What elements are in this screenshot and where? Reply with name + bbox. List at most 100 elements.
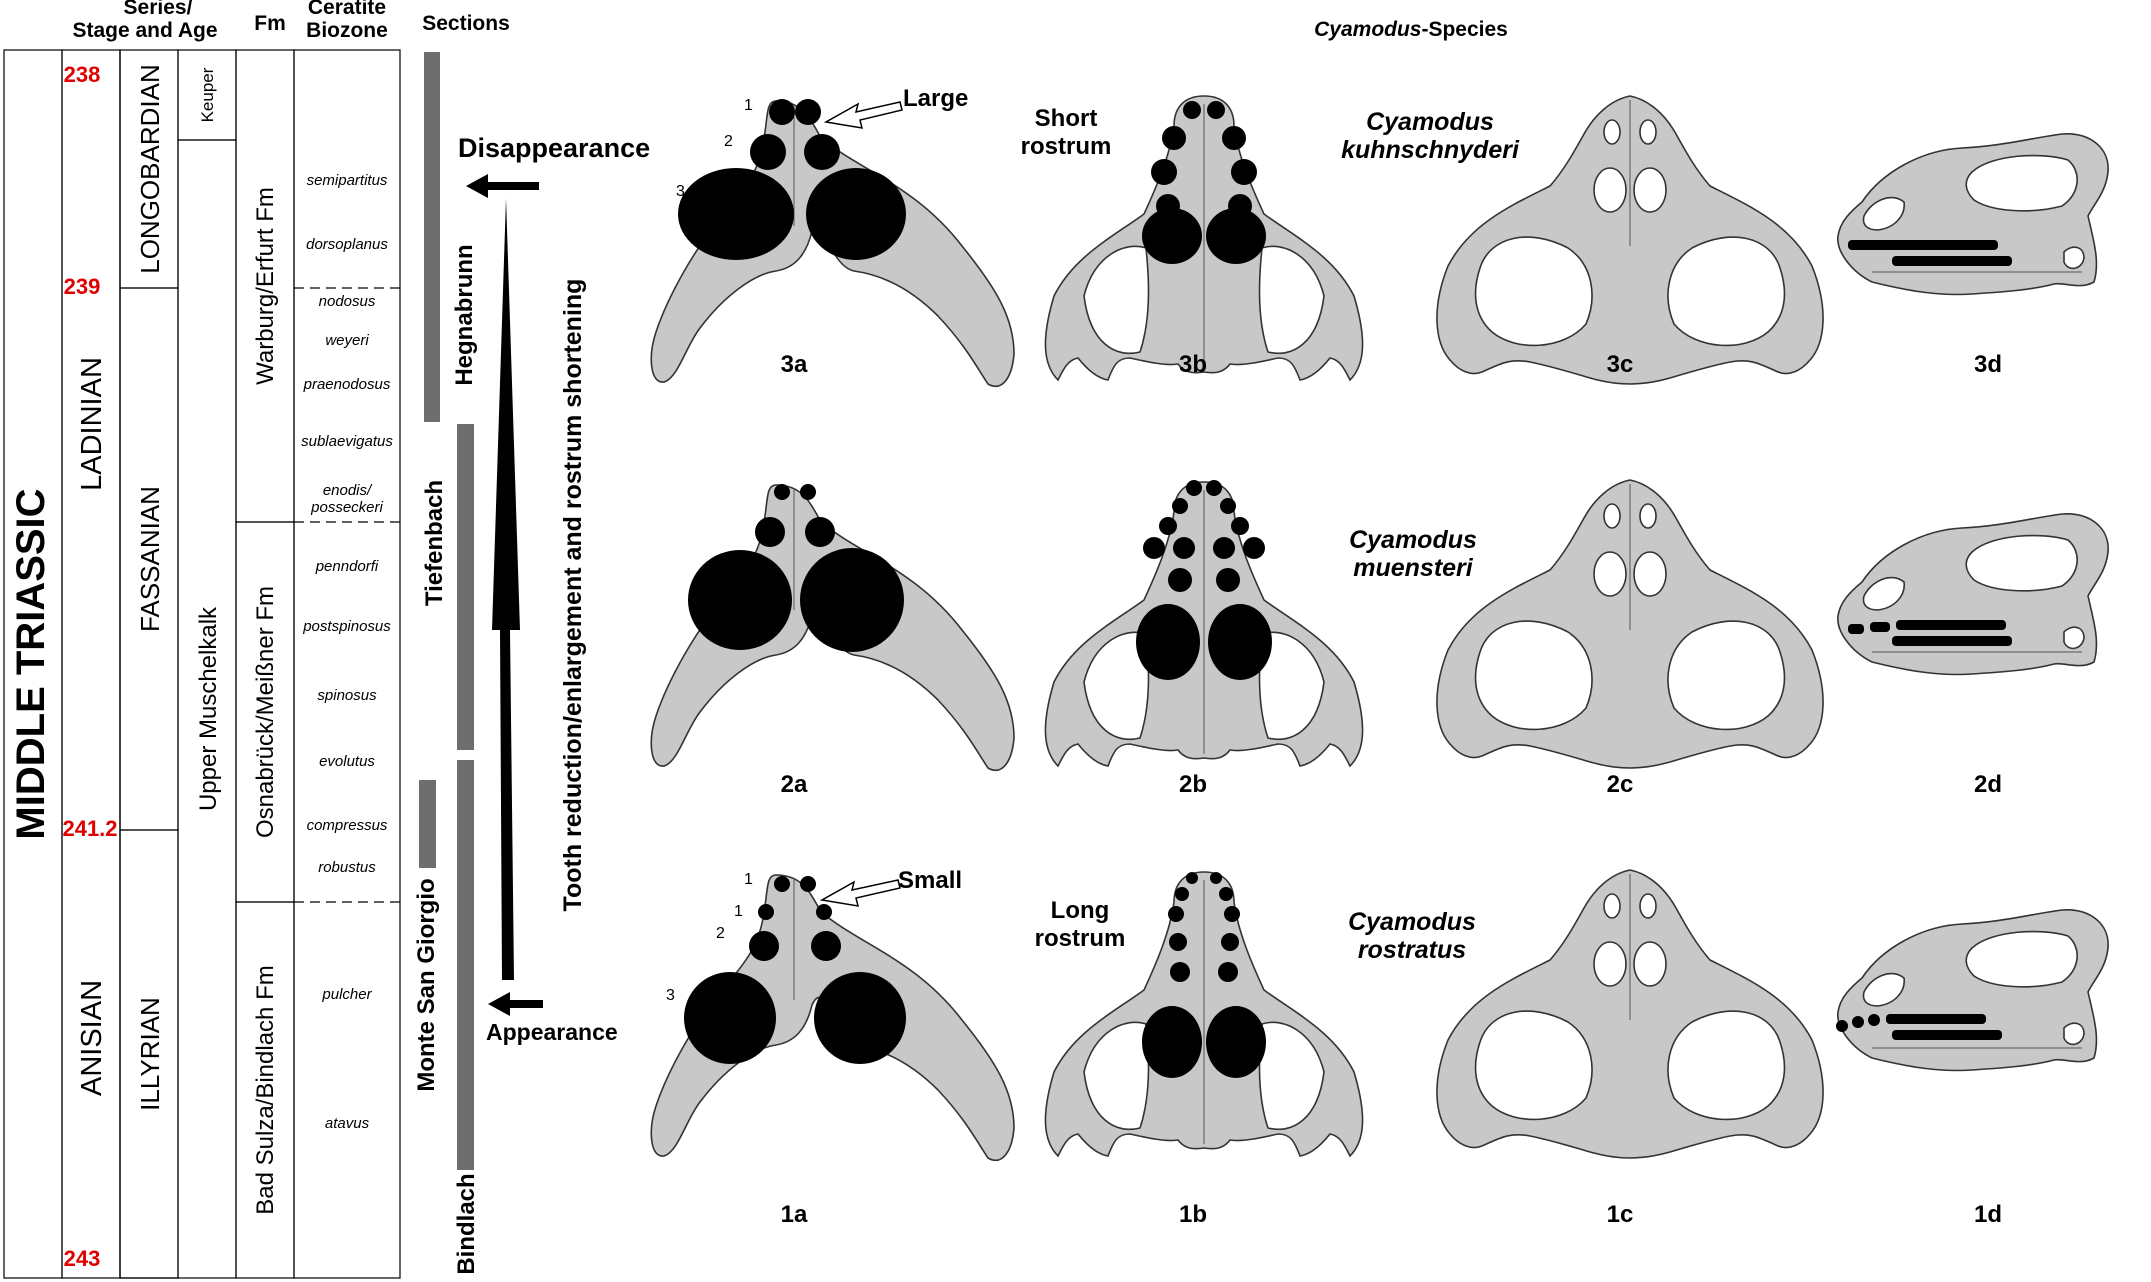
biozone-labels: semipartitus dorsoplanus nodosus weyeri … [301,172,393,1132]
tooth-2d-b [1870,622,1890,632]
tooth-2b-h [1243,537,1265,559]
panel-label-2d: 2d [1974,771,2002,798]
tooth-numbers: 1 2 3 1 1 2 3 [666,97,753,1004]
tooth-3a-3L [678,168,794,260]
biozone-penndorfi: penndorfi [315,558,379,575]
series-label: MIDDLE TRIASSIC [9,488,53,839]
panel-labels: 3a 3b 3c 3d 2a 2b 2c 2d 1a 1b 1c 1d [781,351,2002,1228]
tooth-row-1d-upper [1886,1014,1986,1024]
tooth-1a-e [749,931,779,961]
age-238: 238 [64,62,101,87]
panel-2c [1436,479,1824,769]
tooth-2b-n [1208,604,1272,680]
panel-2d [1837,513,2109,676]
stratigraphic-table [3,49,401,1279]
tooth-1a-f [811,931,841,961]
trend-label: Tooth reduction/enlargement and rostrum … [559,279,587,912]
tooth-2a-f [800,548,904,652]
row-1 [650,869,2109,1162]
trend-wedge-icon [492,198,520,980]
section-tiefenbach: Tiefenbach [421,480,448,606]
tooth-2a-e [688,550,792,650]
substage-illyrian: ILLYRIAN [135,997,165,1111]
row-3 [650,95,2109,388]
long-rostrum-line1: Long [1051,897,1110,924]
tooth-1a-c [758,904,774,920]
tooth-2b-l [1216,568,1240,592]
panel-2a [650,484,1015,772]
tooth-2b-d [1220,498,1236,514]
tooth-2a-a [774,484,790,500]
disappearance-arrow-icon [466,174,539,198]
biozone-sublaevigatus: sublaevigatus [301,433,393,450]
section-ranges [419,52,474,1170]
section-bindlach: Bindlach [453,1173,480,1274]
short-rostrum-line1: Short [1035,105,1098,132]
biozone-dorsoplanus: dorsoplanus [306,236,388,253]
tooth-1b-f [1224,906,1240,922]
biozone-semipartitus: semipartitus [307,172,388,189]
tooth-1d-c [1868,1014,1880,1026]
tooth-3b-f [1231,159,1257,185]
species-2-genus: Cyamodus [1349,526,1477,554]
trend-arrow [466,174,543,1016]
appearance-label: Appearance [486,1019,618,1045]
biozone-column [293,49,401,1279]
large-arrow-icon [823,101,903,129]
header-fm: Fm [254,12,286,35]
tooth-number-top-1: 1 [744,97,753,114]
species-2-epithet: muensteri [1353,554,1474,582]
panel-2b [1044,480,1364,767]
tooth-row-2d-lower [1892,636,2012,646]
biozone-spinosus: spinosus [317,687,377,704]
tooth-3b-d [1222,126,1246,150]
age-241-2: 241.2 [62,816,117,841]
tooth-2a-b [800,484,816,500]
biozone-posseckeri: posseckeri [310,499,383,516]
tooth-3a-1L [769,99,795,125]
tooth-1a-b [800,876,816,892]
section-hegnabrunn: Hegnabrunn [451,244,478,385]
range-bar-bindlach [457,760,474,1170]
biozone-pulcher: pulcher [321,986,372,1003]
panel-3a [650,99,1015,388]
header-sections: Sections [422,12,510,35]
panel-label-1c: 1c [1607,1201,1634,1228]
tooth-2a-c [755,517,785,547]
range-bar-monte-san-giorgio [419,780,436,868]
tooth-row-1d-lower [1892,1030,2002,1040]
tooth-1a-d [816,904,832,920]
tooth-number-bottom-2: 2 [716,925,725,942]
small-label: Small [898,867,962,894]
tooth-1a-g [684,972,776,1064]
header-series-line2: Stage and Age [72,19,217,42]
panel-label-3c: 3c [1607,351,1634,378]
tooth-1d-a [1836,1020,1848,1032]
biozone-praenodosus: praenodosus [303,376,391,393]
species-1-epithet: rostratus [1358,936,1466,964]
tooth-3a-2R [804,134,840,170]
biozone-enodis: enodis/ [323,482,373,499]
stage-anisian: ANISIAN [76,980,108,1096]
tooth-3b-a [1183,101,1201,119]
tooth-3b-c [1162,126,1186,150]
tooth-row-3d-upper [1848,240,1998,250]
substage-fassanian: FASSANIAN [135,486,165,632]
tooth-2b-c [1172,498,1188,514]
tooth-2b-a [1186,480,1202,496]
tooth-number-top-3: 3 [676,183,685,200]
biozone-weyeri: weyeri [325,332,369,349]
tooth-3b-b [1207,101,1225,119]
range-bar-hegnabrunn [424,52,440,422]
tooth-2b-k [1168,568,1192,592]
tooth-number-bottom-1b: 1 [734,903,743,920]
header-series-line1: Series/ [124,0,193,19]
tooth-2b-m [1136,604,1200,680]
panel-label-3b: 3b [1179,351,1207,378]
tooth-number-bottom-1a: 1 [744,871,753,888]
panel-label-1b: 1b [1179,1201,1207,1228]
biozone-atavus: atavus [325,1115,370,1132]
tooth-2b-f [1231,517,1249,535]
panel-3b [1044,95,1364,381]
